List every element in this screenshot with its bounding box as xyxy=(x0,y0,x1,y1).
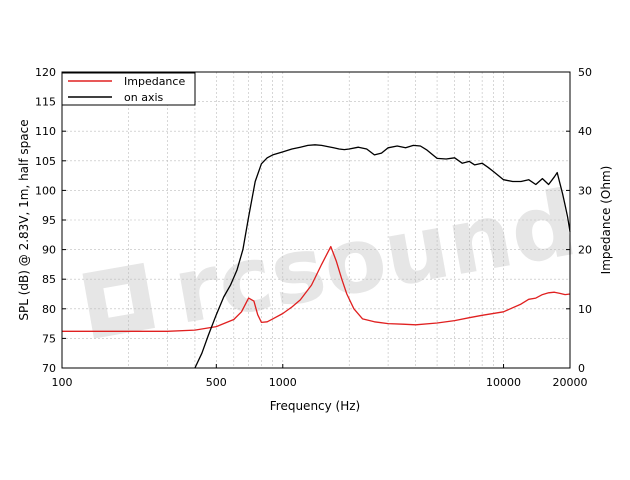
right-y-tick-label: 20 xyxy=(578,244,592,257)
x-tick-label: 10000 xyxy=(486,376,521,389)
left-y-axis: 70 75 80 85 90 95 100 105 110 115 120 xyxy=(35,66,66,375)
left-y-tick-label: 105 xyxy=(35,155,56,168)
watermark-box-icon xyxy=(82,262,156,339)
left-y-tick-label: 90 xyxy=(42,244,56,257)
left-y-tick-label: 100 xyxy=(35,184,56,197)
right-y-tick-label: 30 xyxy=(578,184,592,197)
right-y-tick-label: 50 xyxy=(578,66,592,79)
x-tick-label: 1000 xyxy=(269,376,297,389)
right-y-axis-label: Impedance (Ohm) xyxy=(599,166,613,275)
right-y-axis: 0 10 20 30 40 50 xyxy=(566,66,592,375)
x-tick-label: 500 xyxy=(206,376,227,389)
left-y-tick-label: 70 xyxy=(42,362,56,375)
legend-label-on-axis: on axis xyxy=(124,91,164,104)
series-line-on-axis xyxy=(194,144,571,369)
left-y-tick-label: 95 xyxy=(42,214,56,227)
left-y-tick-label: 120 xyxy=(35,66,56,79)
series-line-impedance xyxy=(62,245,571,332)
plot-lines xyxy=(62,144,571,369)
left-y-tick-label: 110 xyxy=(35,125,56,138)
right-y-tick-label: 40 xyxy=(578,125,592,138)
right-y-tick-label: 10 xyxy=(578,303,592,316)
x-axis-label: Frequency (Hz) xyxy=(270,399,361,413)
right-y-tick-label: 0 xyxy=(578,362,585,375)
x-axis: 100 500 1000 10000 20000 xyxy=(52,364,588,389)
x-tick-label: 100 xyxy=(52,376,73,389)
legend-label-impedance: Impedance xyxy=(124,75,185,88)
left-y-tick-label: 115 xyxy=(35,96,56,109)
left-y-tick-label: 75 xyxy=(42,332,56,345)
left-y-tick-label: 80 xyxy=(42,303,56,316)
legend-box xyxy=(61,72,196,106)
x-tick-label: 20000 xyxy=(553,376,588,389)
left-y-axis-label: SPL (dB) @ 2.83V, 1m, half space xyxy=(17,119,31,320)
legend: Impedance on axis xyxy=(61,72,196,106)
left-y-tick-label: 85 xyxy=(42,273,56,286)
